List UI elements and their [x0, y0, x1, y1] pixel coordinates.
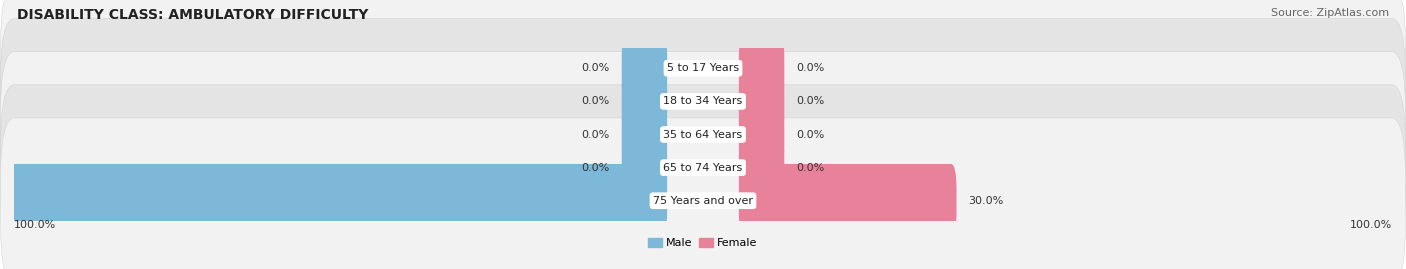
FancyBboxPatch shape [621, 98, 668, 171]
Text: 35 to 64 Years: 35 to 64 Years [664, 129, 742, 140]
FancyBboxPatch shape [738, 65, 785, 138]
Text: 0.0%: 0.0% [582, 162, 610, 173]
Text: 100.0%: 100.0% [1350, 220, 1392, 229]
Text: 65 to 74 Years: 65 to 74 Years [664, 162, 742, 173]
FancyBboxPatch shape [621, 65, 668, 138]
Text: 0.0%: 0.0% [796, 162, 824, 173]
Text: DISABILITY CLASS: AMBULATORY DIFFICULTY: DISABILITY CLASS: AMBULATORY DIFFICULTY [17, 8, 368, 22]
Text: 0.0%: 0.0% [582, 129, 610, 140]
FancyBboxPatch shape [0, 85, 1406, 250]
FancyBboxPatch shape [738, 131, 785, 204]
FancyBboxPatch shape [621, 131, 668, 204]
FancyBboxPatch shape [0, 52, 1406, 217]
Text: 0.0%: 0.0% [582, 96, 610, 107]
Text: 18 to 34 Years: 18 to 34 Years [664, 96, 742, 107]
Text: 0.0%: 0.0% [796, 96, 824, 107]
Text: Source: ZipAtlas.com: Source: ZipAtlas.com [1271, 8, 1389, 18]
Text: 5 to 17 Years: 5 to 17 Years [666, 63, 740, 73]
Text: 0.0%: 0.0% [582, 63, 610, 73]
Text: 75 Years and over: 75 Years and over [652, 196, 754, 206]
FancyBboxPatch shape [0, 164, 668, 238]
FancyBboxPatch shape [738, 98, 785, 171]
FancyBboxPatch shape [0, 0, 1406, 151]
Text: 100.0%: 100.0% [14, 220, 56, 229]
FancyBboxPatch shape [738, 164, 956, 238]
Text: 30.0%: 30.0% [969, 196, 1004, 206]
Legend: Male, Female: Male, Female [644, 233, 762, 253]
FancyBboxPatch shape [0, 19, 1406, 184]
FancyBboxPatch shape [738, 31, 785, 105]
FancyBboxPatch shape [0, 118, 1406, 269]
FancyBboxPatch shape [621, 31, 668, 105]
Text: 0.0%: 0.0% [796, 63, 824, 73]
Text: 0.0%: 0.0% [796, 129, 824, 140]
